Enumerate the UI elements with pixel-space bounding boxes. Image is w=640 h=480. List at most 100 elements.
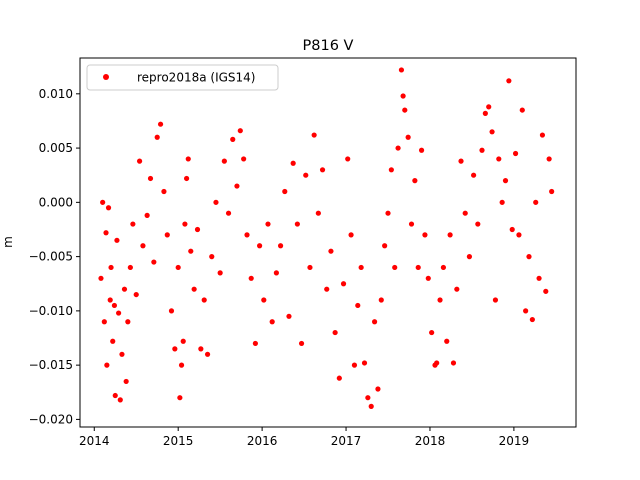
data-point [502, 178, 509, 184]
data-point [164, 232, 170, 238]
data-point [546, 156, 552, 162]
data-point [368, 403, 374, 409]
x-tick-label: 2017 [331, 434, 362, 448]
data-point [482, 110, 488, 116]
y-tick-label: −0.015 [29, 358, 73, 372]
legend: repro2018a (IGS14) [86, 64, 279, 91]
data-point [130, 221, 136, 227]
data-point [418, 147, 425, 153]
y-axis: −0.020 −0.015 −0.010 −0.005 0.000 0.005 0.010 [29, 87, 80, 426]
data-point [261, 297, 267, 303]
data-point [157, 121, 164, 127]
data-point [444, 338, 450, 344]
x-tick-label: 2016 [247, 434, 278, 448]
data-point [191, 286, 197, 292]
data-point [348, 232, 354, 238]
data-point [345, 156, 351, 162]
data-point [450, 360, 457, 366]
data-point [415, 264, 421, 271]
chart-title: P816 V [303, 38, 354, 54]
data-point [371, 319, 378, 325]
data-point [140, 243, 146, 249]
legend-box [86, 64, 279, 91]
data-point [182, 221, 188, 227]
data-point [127, 264, 133, 271]
data-point [351, 362, 358, 368]
data-point [125, 319, 131, 325]
data-point [489, 129, 495, 135]
data-point [123, 378, 129, 385]
data-point [188, 248, 194, 254]
data-point [114, 237, 120, 243]
data-point [201, 297, 207, 303]
data-point [108, 264, 114, 271]
data-point [395, 145, 401, 151]
data-point [462, 210, 468, 216]
data-point [116, 310, 122, 316]
data-point [175, 264, 181, 271]
data-point [422, 232, 428, 238]
data-point [492, 297, 499, 303]
data-point [536, 275, 542, 281]
data-point [168, 308, 175, 314]
data-point [178, 362, 185, 368]
data-point [398, 67, 405, 73]
data-point [183, 175, 190, 182]
data-point [340, 281, 347, 287]
y-tick-label: −0.005 [29, 250, 73, 264]
data-point [385, 210, 391, 216]
y-tick-label: 0.010 [39, 87, 73, 101]
data-point [523, 308, 529, 314]
data-point [151, 259, 157, 265]
data-point [496, 156, 502, 162]
data-point [549, 188, 555, 195]
data-point [234, 183, 240, 189]
data-point [408, 221, 415, 227]
data-point [213, 199, 219, 205]
data-point [273, 270, 279, 276]
data-point [194, 226, 201, 233]
data-point [221, 158, 227, 164]
data-point [105, 205, 112, 211]
data-point [324, 286, 330, 292]
data-point [539, 132, 546, 138]
data-point [244, 232, 250, 238]
data-point [112, 392, 118, 399]
data-point [237, 128, 243, 134]
x-tick-label: 2019 [499, 434, 530, 448]
data-point [405, 134, 411, 140]
data-point [282, 188, 288, 195]
data-point [121, 286, 128, 292]
data-point [252, 340, 258, 347]
data-point [294, 221, 300, 227]
data-point [479, 147, 485, 153]
data-point [286, 313, 292, 319]
data-point [248, 275, 254, 281]
data-point [434, 360, 440, 366]
data-point [104, 362, 110, 368]
legend-entry-label: repro2018a (IGS14) [137, 71, 255, 85]
data-point [241, 156, 247, 162]
data-point [204, 351, 211, 357]
data-points [98, 67, 555, 409]
data-point [103, 230, 109, 236]
data-point [402, 107, 408, 113]
y-tick-label: 0.005 [39, 141, 73, 155]
data-point [154, 134, 160, 140]
data-point [328, 248, 334, 254]
plot-frame [79, 57, 577, 428]
data-point [217, 270, 223, 276]
x-tick-label: 2018 [415, 434, 446, 448]
data-point [336, 375, 342, 381]
data-point [319, 167, 326, 173]
data-point [315, 210, 321, 216]
data-point [486, 104, 492, 110]
data-point [257, 243, 263, 249]
data-point [133, 291, 139, 298]
data-point [519, 107, 525, 113]
data-point [392, 264, 398, 271]
data-point [378, 297, 384, 303]
y-tick-label: 0.000 [39, 195, 73, 209]
data-point [198, 346, 204, 352]
x-tick-label: 2015 [163, 434, 194, 448]
